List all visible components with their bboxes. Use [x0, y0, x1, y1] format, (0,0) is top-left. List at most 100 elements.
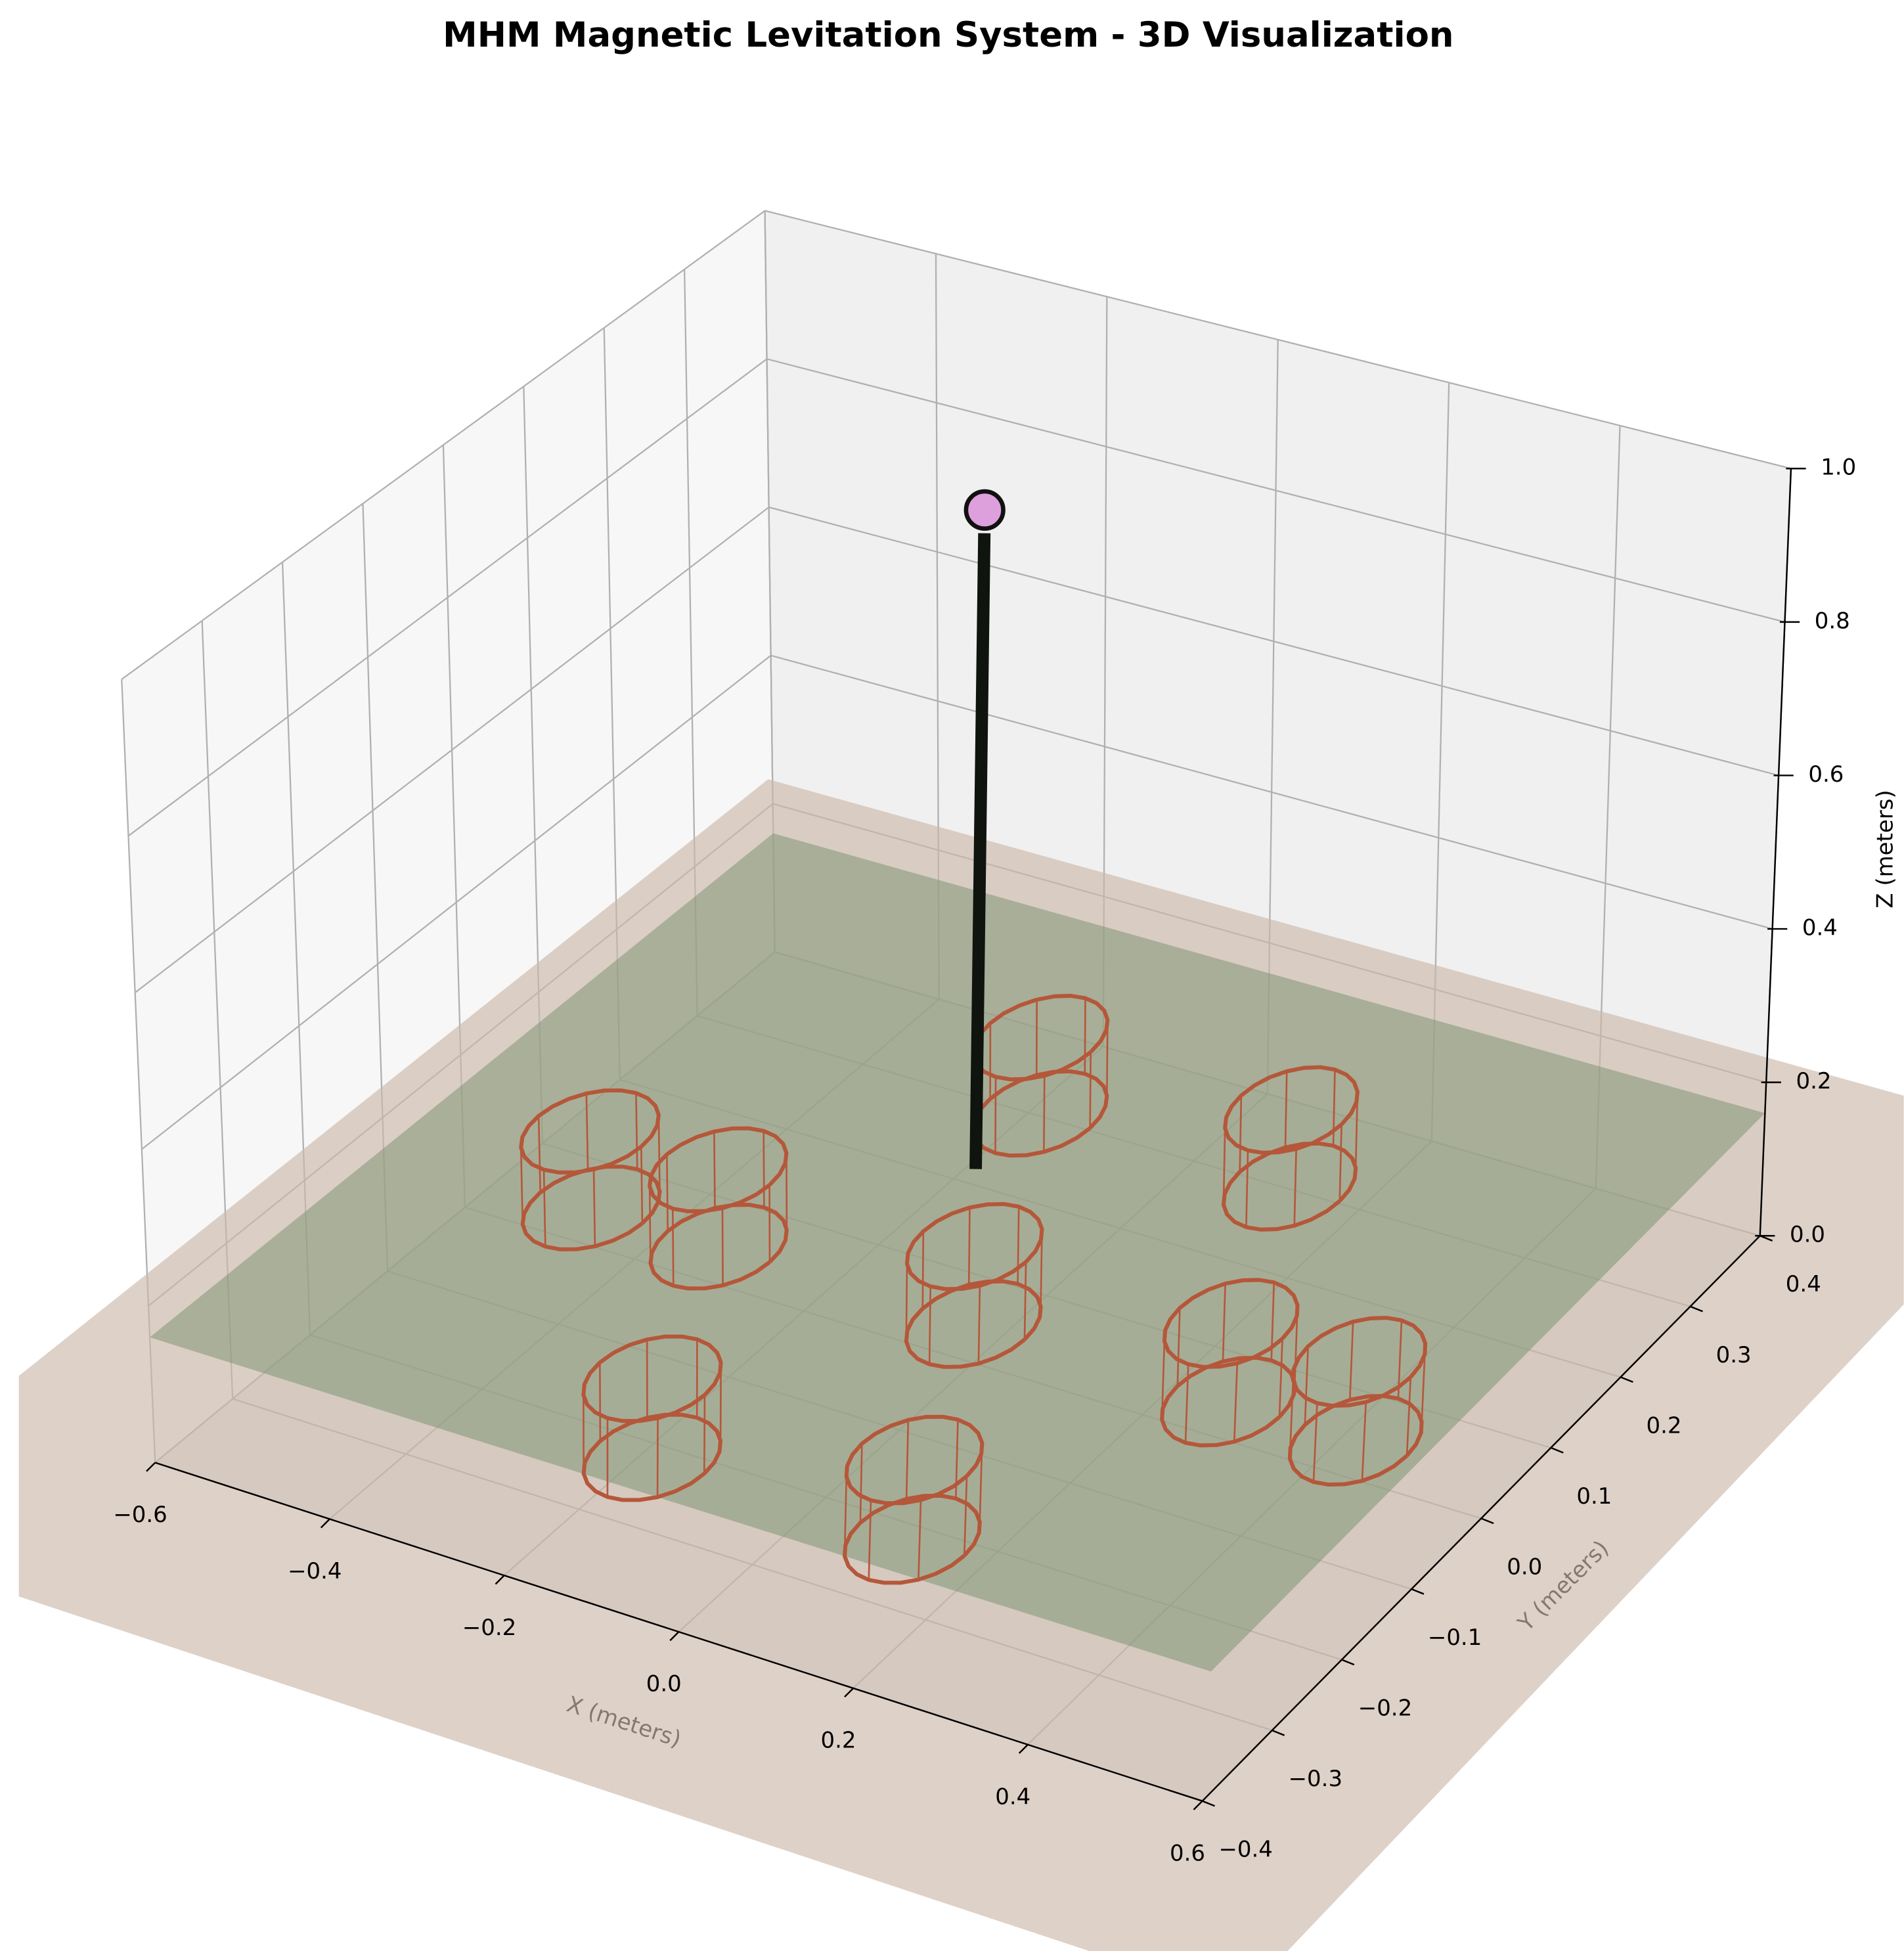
z-tick-label: 1.0 [1821, 455, 1856, 481]
coil-ring [1291, 1316, 1428, 1408]
coil-strut [1406, 1377, 1412, 1456]
x-tick [669, 1631, 680, 1642]
coil-ring [971, 993, 1110, 1082]
coil-ring [1223, 1065, 1360, 1155]
coil-strut [1245, 1150, 1249, 1228]
coil [1221, 1065, 1360, 1232]
y-tick [1341, 1659, 1355, 1666]
y-tick-label: −0.4 [1218, 1837, 1272, 1863]
y-tick [1480, 1517, 1494, 1525]
coil-ring [844, 1414, 985, 1506]
grid-line [141, 654, 772, 1150]
y-tick-label: 0.2 [1647, 1412, 1682, 1439]
left-pane [122, 210, 775, 1463]
x-tick-label: −0.2 [462, 1615, 516, 1641]
coil-strut [1233, 1363, 1239, 1442]
coil-ring [1221, 1141, 1358, 1232]
coil-strut [635, 1092, 638, 1169]
x-tick [1018, 1743, 1029, 1754]
coil [581, 1334, 723, 1502]
coil-ring [648, 1203, 789, 1291]
coil-ring [648, 1126, 789, 1213]
grid-line [768, 506, 1779, 776]
axis-line [1759, 468, 1792, 1236]
x-tick-label: 0.6 [1170, 1840, 1205, 1866]
coil-strut [1089, 1052, 1092, 1129]
y-tick [1550, 1446, 1564, 1454]
x-tick [495, 1575, 505, 1585]
coil-strut [542, 1169, 546, 1247]
x-tick [844, 1688, 854, 1698]
y-tick-label: −0.3 [1289, 1766, 1342, 1792]
coil-strut [640, 1146, 644, 1224]
coil-strut [1239, 1095, 1243, 1172]
coil-strut [977, 1286, 981, 1364]
y-tick [1411, 1588, 1425, 1595]
x-tick-label: 0.0 [646, 1671, 682, 1697]
coil-strut [1361, 1402, 1367, 1481]
coil-strut [1084, 998, 1086, 1074]
levitated-object [963, 489, 1006, 531]
coil-strut [918, 1500, 922, 1580]
y-tick [1202, 1800, 1215, 1807]
y-tick [1620, 1376, 1633, 1383]
coil-strut [928, 1286, 932, 1364]
z-tick-label: 0.0 [1790, 1222, 1825, 1248]
coil-strut [1176, 1308, 1181, 1387]
coil-ring [1160, 1355, 1297, 1448]
coil-strut [592, 1169, 596, 1247]
coil-ring [971, 1069, 1109, 1158]
y-tick [1272, 1729, 1285, 1736]
platform-plane [150, 833, 1765, 1672]
coil [648, 1126, 789, 1291]
coil-ring [1287, 1394, 1424, 1487]
coil-strut [1284, 1071, 1288, 1148]
coil-strut [703, 1395, 706, 1474]
coil-strut [1222, 1284, 1226, 1362]
coil [904, 1201, 1044, 1369]
y-tick [1760, 1235, 1773, 1242]
coil-ring [581, 1412, 723, 1502]
chart-title: MHM Magnetic Levitation System - 3D Visu… [443, 15, 1453, 55]
z-axis-label: Z (meters) [1872, 790, 1899, 908]
coil-strut [994, 1077, 997, 1154]
coil [843, 1414, 985, 1585]
z-tick-label: 0.8 [1815, 608, 1850, 634]
grid-line [770, 654, 1773, 930]
coil-ring [904, 1201, 1044, 1291]
z-tick-label: 0.6 [1808, 761, 1844, 788]
coil-strut [1304, 1346, 1309, 1425]
coil-strut [585, 1093, 589, 1170]
coil-ring [519, 1088, 661, 1175]
grid-line [766, 358, 1785, 623]
coil-strut [537, 1115, 542, 1193]
grid-line [764, 210, 1792, 470]
y-tick-label: 0.3 [1716, 1342, 1752, 1368]
coil-strut [1293, 1148, 1297, 1226]
grid-line [134, 506, 770, 993]
coil-strut [1023, 1261, 1027, 1340]
coil-strut [1017, 1206, 1020, 1284]
y-tick-label: −0.2 [1358, 1695, 1412, 1722]
coil-strut [1278, 1338, 1283, 1418]
x-tick [320, 1518, 330, 1529]
coil-strut [963, 1476, 968, 1556]
coil-ring [581, 1334, 723, 1424]
coil-ring [843, 1493, 982, 1585]
coil-ring [1162, 1278, 1300, 1369]
coil-ring [520, 1164, 662, 1251]
x-tick [146, 1462, 156, 1472]
y-tick-label: 0.0 [1507, 1554, 1542, 1580]
coil-strut [657, 1115, 661, 1192]
x-tick-label: −0.4 [288, 1558, 342, 1584]
support-rod [969, 533, 991, 1169]
y-tick-label: 0.4 [1786, 1271, 1821, 1297]
coil-strut [905, 1420, 910, 1499]
coil-strut [1339, 1124, 1342, 1201]
coil-strut [713, 1131, 716, 1209]
x-tick-label: 0.2 [821, 1728, 856, 1754]
coil [971, 993, 1110, 1158]
coil-strut [520, 1147, 524, 1224]
coil [1287, 1316, 1428, 1487]
coil-strut [1349, 1321, 1354, 1401]
